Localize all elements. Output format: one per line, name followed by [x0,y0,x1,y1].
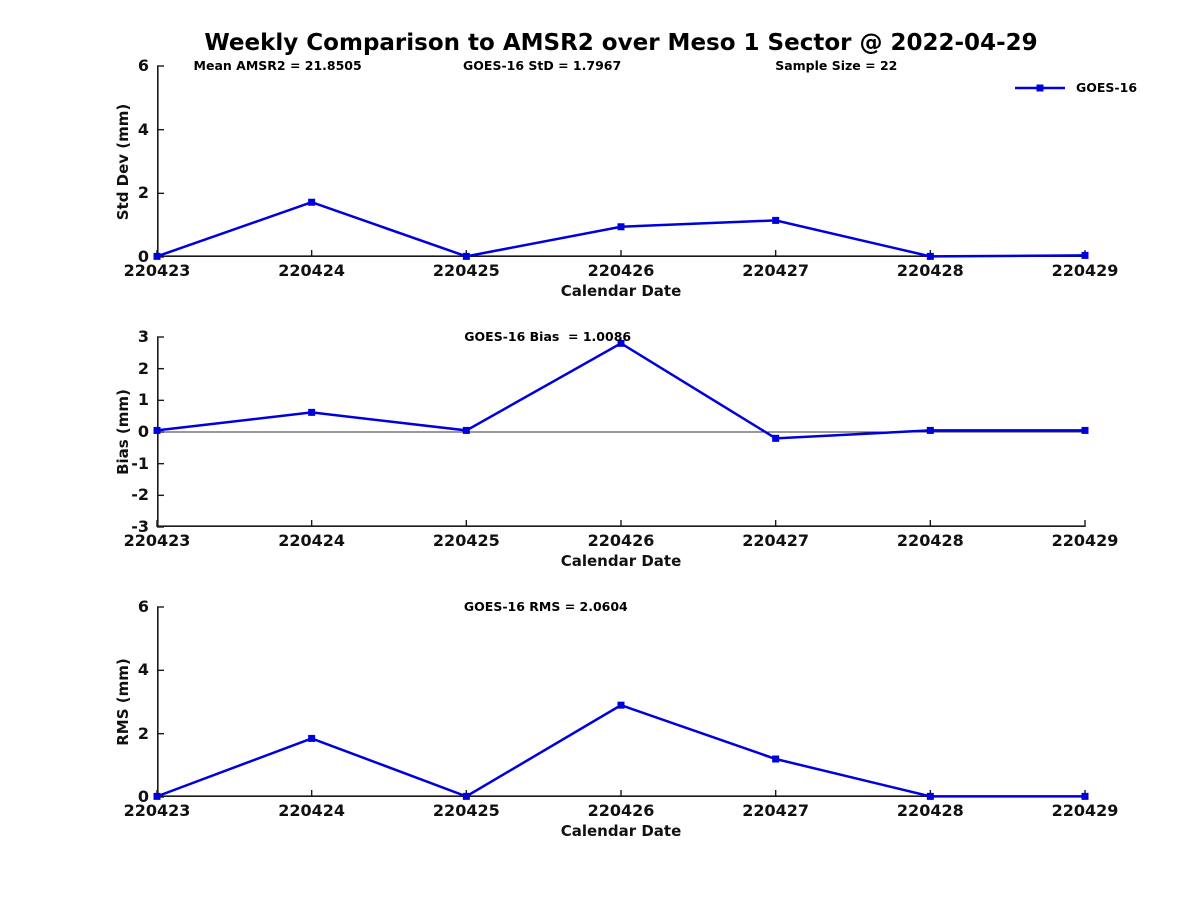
x-tick-label: 220428 [896,531,964,550]
y-tick-label: 0 [137,787,149,806]
x-tick-label: 220427 [742,531,810,550]
stddev-x-axis-label: Calendar Date [560,282,682,300]
y-tick-label: 6 [137,597,149,616]
stat-annotation: GOES-16 Bias = 1.0086 [464,329,632,344]
y-tick-label: 6 [137,56,149,75]
stddev-y-axis-label: Std Dev (mm) [114,103,132,220]
y-tick-label: 0 [137,247,149,266]
data-point-marker [772,434,780,442]
x-tick-label: 220423 [123,801,191,820]
x-tick-label: 220425 [432,261,500,280]
bias-x-axis-label: Calendar Date [560,552,682,570]
stat-annotation: GOES-16 RMS = 2.0604 [463,599,628,614]
rms-y-axis-label: RMS (mm) [114,658,132,746]
bias-plot: Bias (mm) Calendar Date 220423 220424 2204… [114,327,1118,570]
rms-chart-canvas [153,606,1089,800]
y-tick-label: 2 [137,183,149,203]
x-tick-label: 220429 [1051,801,1119,820]
data-point-marker [1081,426,1089,434]
stddev-plot: Std Dev (mm) Calendar Date 220423 220424 2… [114,56,1118,300]
data-point-marker [926,426,934,434]
y-tick-label: -2 [131,485,149,505]
legend: GOES-16 [1015,80,1137,95]
x-tick-label: 220423 [123,261,191,280]
bias-chart-canvas [153,336,1089,528]
data-point-marker [153,426,161,434]
x-tick-label: 220425 [432,531,500,550]
data-point-marker [926,252,934,260]
x-tick-label: 220427 [742,801,810,820]
data-point-marker [617,339,625,347]
x-tick-label: 220428 [896,801,964,820]
stat-annotation: Sample Size = 22 [775,58,898,73]
data-point-marker [462,426,470,434]
x-tick-label: 220427 [742,261,810,280]
x-tick-label: 220423 [123,531,191,550]
y-tick-label: 2 [137,723,149,743]
x-tick-label: 220424 [278,801,346,820]
data-point-marker [617,223,625,231]
stddev-chart-canvas [153,65,1089,260]
series-line [156,341,1085,440]
stat-annotation: GOES-16 StD = 1.7967 [463,58,622,73]
legend-label: GOES-16 [1076,80,1138,95]
data-point-marker [617,701,625,709]
data-point-marker [772,216,780,224]
y-tick-label: -1 [131,453,149,473]
x-tick-label: 220426 [587,531,655,550]
data-point-marker [153,792,161,800]
figure-title: Weekly Comparison to AMSR2 over Meso 1 S… [204,30,1038,56]
data-point-marker [153,252,161,260]
x-tick-label: 220426 [587,261,655,280]
rms-plot: RMS (mm) Calendar Date 220423 220424 22042… [114,597,1118,840]
rms-x-axis-label: Calendar Date [560,822,682,840]
y-tick-label: 4 [137,119,149,139]
data-point-marker [308,408,316,416]
data-point-marker [462,252,470,260]
data-point-marker [926,792,934,800]
x-tick-label: 220429 [1051,531,1119,550]
data-point-marker [1081,792,1089,800]
y-tick-label: 4 [137,660,149,680]
y-tick-label: 3 [137,327,149,346]
bias-y-axis-label: Bias (mm) [114,389,132,475]
data-point-marker [308,734,316,742]
y-tick-label: 2 [137,358,149,378]
series-line [156,703,1085,798]
x-tick-label: 220424 [278,261,346,280]
x-tick-label: 220425 [432,801,500,820]
x-tick-label: 220428 [896,261,964,280]
y-tick-label: -3 [131,517,149,536]
y-tick-label: 0 [137,422,149,441]
axis-lines [157,607,1085,797]
legend-line-marker-icon [1015,84,1065,91]
data-point-marker [462,792,470,800]
data-point-marker [308,198,316,206]
x-tick-label: 220426 [587,801,655,820]
stat-annotation: Mean AMSR2 = 21.8505 [193,58,362,73]
x-tick-label: 220424 [278,531,346,550]
y-tick-label: 1 [137,390,149,410]
data-point-marker [772,755,780,763]
x-tick-label: 220429 [1051,261,1119,280]
data-point-marker [1081,251,1089,259]
